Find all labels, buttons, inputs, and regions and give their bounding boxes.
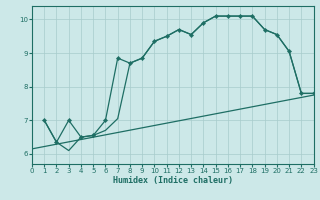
X-axis label: Humidex (Indice chaleur): Humidex (Indice chaleur) xyxy=(113,176,233,185)
